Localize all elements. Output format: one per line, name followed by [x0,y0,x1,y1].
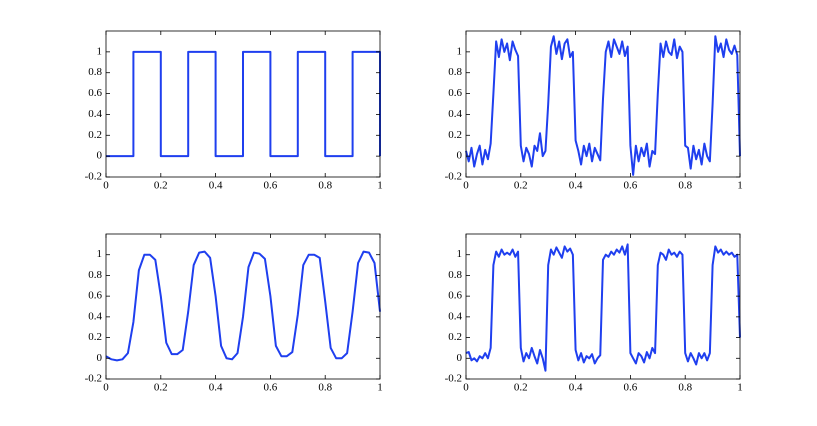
x-tick-label: 0.8 [678,180,692,192]
y-tick-label: 0.2 [448,331,462,343]
axes-box [105,233,381,380]
x-tick-label: 1 [737,382,743,394]
x-tick-label: 0 [463,180,469,192]
x-tick-label: 0.2 [514,180,528,192]
x-tick-label: 0.2 [154,180,168,192]
x-tick-label: 0.4 [569,382,583,394]
y-tick-label: 1 [457,45,463,57]
y-tick-label: 0.8 [88,269,102,281]
y-tick-label: 0.4 [448,310,462,322]
y-tick-label: 0.2 [88,331,102,343]
x-tick-label: 1 [737,180,743,192]
y-tick-label: 0.8 [448,269,462,281]
x-tick-label: 0.8 [318,180,332,192]
x-tick-label: 0.6 [264,382,278,394]
x-tick-label: 0.4 [569,180,583,192]
data-line [106,50,381,158]
x-tick-label: 1 [377,382,383,394]
y-tick-label: 1 [97,45,103,57]
y-tick-label: 0.8 [88,66,102,78]
y-tick-label: 0 [457,352,463,364]
y-tick-label: -0.2 [445,373,462,385]
y-tick-label: 0.6 [448,290,462,302]
x-tick-label: 1 [377,180,383,192]
x-tick-label: 0.8 [318,382,332,394]
axes-box [105,30,381,178]
x-tick-label: 0.4 [209,382,223,394]
x-tick-label: 0.6 [624,382,638,394]
x-tick-label: 0.6 [264,180,278,192]
y-tick-label: -0.2 [445,171,462,183]
x-tick-label: 0 [103,180,109,192]
y-tick-label: 1 [97,248,103,260]
y-tick-label: 0.4 [88,108,102,120]
y-tick-label: 1 [457,248,463,260]
data-line [465,243,741,372]
x-tick-label: 0 [103,382,109,394]
y-tick-label: -0.2 [85,171,102,183]
axes-box [465,30,741,178]
y-tick-label: 0.6 [448,87,462,99]
y-tick-label: 0.8 [448,66,462,78]
x-tick-label: 0.8 [678,382,692,394]
data-line [105,250,381,362]
y-tick-label: 0.6 [88,87,102,99]
x-tick-label: 0.6 [624,180,638,192]
y-tick-label: 0 [97,150,103,162]
y-tick-label: 0.4 [448,108,462,120]
x-tick-label: 0.4 [209,180,223,192]
data-line [465,35,741,176]
y-tick-label: 0.4 [88,310,102,322]
x-tick-label: 0.2 [154,382,168,394]
y-tick-label: 0 [97,352,103,364]
y-tick-label: -0.2 [85,373,102,385]
y-tick-label: 0.6 [88,290,102,302]
y-tick-label: 0.2 [448,129,462,141]
y-tick-label: 0.2 [88,129,102,141]
x-tick-label: 0 [463,382,469,394]
y-tick-label: 0 [457,150,463,162]
x-tick-label: 0.2 [514,382,528,394]
axes-box [465,233,741,380]
